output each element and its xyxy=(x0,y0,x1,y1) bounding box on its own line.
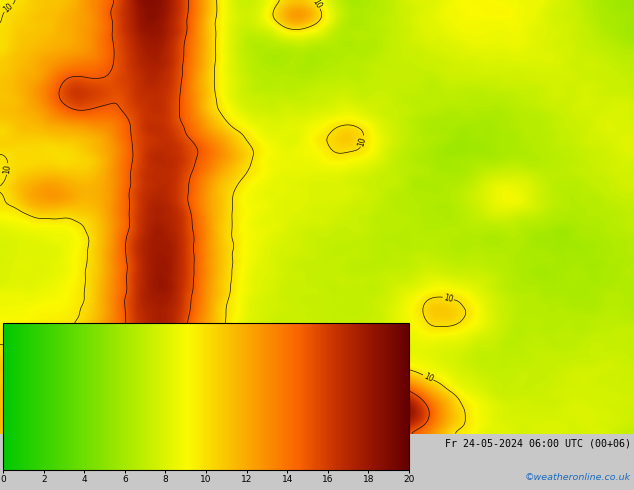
Text: Fr 24-05-2024 06:00 UTC (00+06): Fr 24-05-2024 06:00 UTC (00+06) xyxy=(445,438,631,448)
Text: 10: 10 xyxy=(422,371,434,384)
Text: 10: 10 xyxy=(357,135,368,147)
Text: 10: 10 xyxy=(55,328,67,341)
Text: 10: 10 xyxy=(311,0,323,10)
Text: 10: 10 xyxy=(2,1,15,14)
Text: ©weatheronline.co.uk: ©weatheronline.co.uk xyxy=(525,473,631,482)
Text: 10: 10 xyxy=(3,164,12,174)
Text: 10: 10 xyxy=(443,293,454,304)
Text: Isotachs Spread mean+σ [%] ECMWF: Isotachs Spread mean+σ [%] ECMWF xyxy=(3,438,195,448)
